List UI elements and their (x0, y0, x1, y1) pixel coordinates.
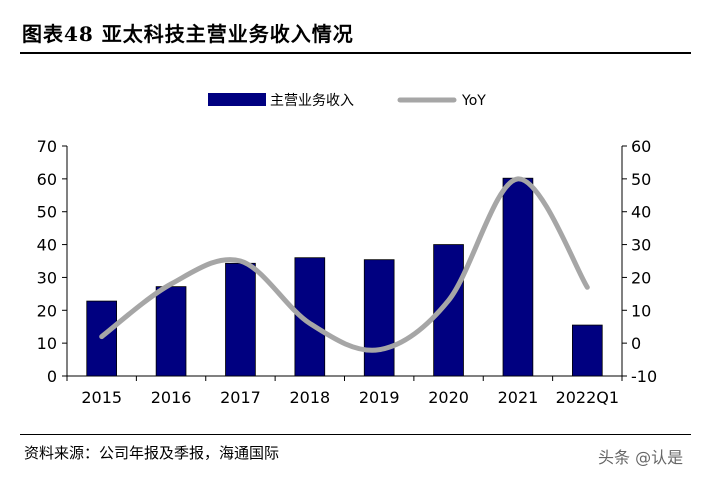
right-axis-tick-label: 50 (631, 170, 651, 189)
x-axis-tick-label: 2018 (289, 388, 330, 407)
left-axis-tick-label: 40 (37, 236, 57, 255)
left-axis-tick-label: 60 (37, 170, 57, 189)
source-note: 资料来源：公司年报及季报，海通国际 (24, 444, 280, 462)
left-axis-tick-label: 0 (47, 367, 57, 386)
bar-series (86, 177, 603, 377)
revenue-bar (363, 259, 395, 377)
right-axis-tick-label: 10 (631, 301, 651, 320)
left-axis-tick-label: 30 (37, 268, 57, 287)
page-title: 图表48 亚太科技主营业务收入情况 (22, 22, 354, 46)
legend-line-label: YoY (461, 93, 486, 109)
chart-axes: 0 10 20 30 40 50 60 70 -10 0 10 20 30 40 50 60 2015 2016 2… (37, 137, 658, 407)
revenue-bar (155, 286, 187, 377)
x-axis-tick-label: 2021 (498, 388, 539, 407)
right-axis-tick-label: 20 (631, 268, 651, 287)
right-axis-tick-label: 60 (631, 137, 651, 156)
x-axis-tick-label: 2016 (151, 388, 192, 407)
chart-legend: 主营业务收入 YoY (208, 93, 486, 109)
revenue-bar (571, 324, 603, 377)
footer-divider (20, 434, 691, 435)
revenue-chart: 主营业务收入 YoY 0 10 20 30 40 50 60 70 -10 0 10 20 30 40 50… (37, 93, 658, 407)
x-axis-tick-label: 2022Q1 (556, 388, 620, 407)
left-axis-tick-label: 20 (37, 301, 57, 320)
revenue-bar (502, 177, 534, 377)
title-divider (20, 52, 691, 54)
legend-bar-swatch (208, 93, 266, 106)
legend-bar-label: 主营业务收入 (270, 93, 354, 109)
revenue-bar (225, 262, 256, 377)
right-axis-tick-label: -10 (631, 367, 657, 386)
right-axis-tick-label: 0 (631, 334, 641, 353)
x-axis-tick-label: 2020 (428, 388, 469, 407)
right-axis-tick-label: 30 (631, 236, 651, 255)
x-axis-tick-label: 2019 (359, 388, 400, 407)
right-axis-tick-label: 40 (631, 203, 651, 222)
x-axis-tick-label: 2017 (220, 388, 261, 407)
yoy-series (99, 176, 590, 353)
left-axis-tick-label: 10 (37, 334, 57, 353)
watermark-text: 头条 @认是 (598, 448, 684, 467)
left-axis-tick-label: 70 (37, 137, 57, 156)
x-axis-tick-label: 2015 (81, 388, 122, 407)
revenue-bar (433, 244, 464, 377)
left-axis-tick-label: 50 (37, 203, 57, 222)
